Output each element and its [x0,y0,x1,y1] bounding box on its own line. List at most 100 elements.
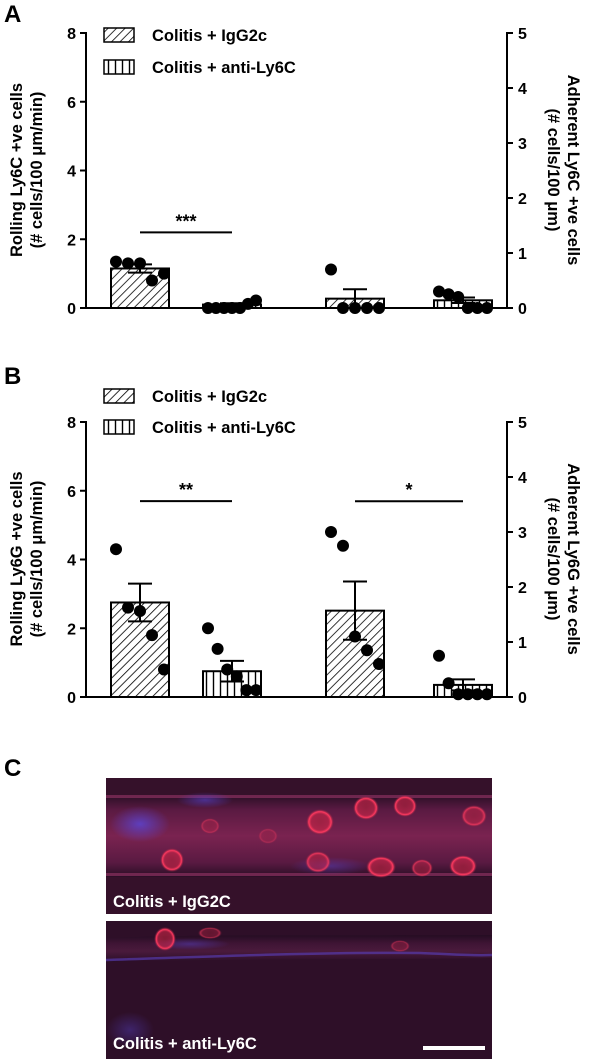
left-tick-label: 8 [67,415,76,432]
left-tick-label: 0 [67,301,76,318]
data-point [461,688,474,701]
data-point [325,526,337,538]
data-point [433,649,445,662]
data-point [452,291,465,303]
panel-label-a: A [4,1,21,28]
panel-label-b: B [4,363,21,390]
data-point [373,658,385,670]
data-point [471,688,484,701]
right-tick-label: 0 [518,301,527,318]
left-tick-label: 2 [67,621,76,638]
data-point [122,257,134,270]
right-axis-title-line1: Adherent Ly6G +ve cells [564,463,582,655]
legend-swatch-anti [103,419,135,435]
micrograph-caption-igg2c: Colitis + IgG2C [113,893,231,911]
right-axis-title-b: Adherent Ly6G +ve cells (# cells/100 μm) [544,463,582,655]
left-tick-label: 4 [67,553,76,570]
right-tick-label: 1 [518,635,527,652]
left-axis-title-a: Rolling Ly6C +ve cells (# cells/100 μm/m… [8,83,46,257]
left-axis-title-b: Rolling Ly6G +ve cells (# cells/100 μm/m… [8,472,46,647]
left-tick-label: 8 [67,26,76,43]
right-axis-title-line2: (# cells/100 μm) [544,109,562,232]
data-point [481,688,493,701]
significance-label: * [405,480,412,500]
micrograph-anti-ly6c: Colitis + anti-Ly6C [105,921,493,1059]
data-point [158,267,170,280]
panel-a: A Rolling Ly6C +ve cells (# cells/100 μm… [4,1,582,318]
data-point [146,274,158,287]
right-tick-label: 3 [518,525,527,542]
data-point [442,677,455,690]
right-tick-label: 5 [518,415,527,432]
data-point [134,257,146,270]
micrograph-igg2c: Colitis + IgG2C [106,778,492,914]
data-point [230,670,243,683]
panel-c: C Colitis + IgG2C [4,755,493,1059]
data-point [461,302,474,314]
data-point [361,302,373,314]
data-point [240,684,253,697]
left-axis-title-line1: Rolling Ly6C +ve cells [8,83,26,257]
legend-b: Colitis + IgG2c Colitis + anti-Ly6C [103,388,296,437]
data-point [349,630,361,643]
right-tick-label: 2 [518,191,527,208]
right-tick-label: 1 [518,246,527,263]
data-point [325,263,337,276]
data-point [337,539,349,552]
legend-swatch-igg [103,27,135,43]
data-point [452,688,465,701]
data-point [250,684,262,697]
scale-bar [423,1046,485,1050]
data-point [110,543,122,556]
data-point [433,285,445,298]
significance-label: ** [179,480,193,500]
data-point [481,302,493,314]
panel-b: B Rolling Ly6G +ve cells (# cells/100 μm… [4,363,582,707]
left-axis-title-line2: (# cells/100 μm/min) [28,481,46,638]
data-point [442,288,455,301]
legend-a: Colitis + IgG2c Colitis + anti-Ly6C [103,27,296,77]
right-axis-title-line1: Adherent Ly6C +ve cells [564,75,582,266]
right-tick-label: 2 [518,580,527,597]
left-tick-label: 4 [67,164,76,181]
legend-label-anti: Colitis + anti-Ly6C [152,419,296,437]
data-point [221,663,234,676]
right-tick-label: 4 [518,81,527,98]
data-point [110,255,122,268]
right-axis-title-a: Adherent Ly6C +ve cells (# cells/100 μm) [544,75,582,266]
left-axis-title-line1: Rolling Ly6G +ve cells [8,472,26,647]
data-point [202,622,214,635]
panel-label-c: C [4,755,21,782]
data-point [122,601,134,614]
data-point [250,294,262,307]
data-point [134,605,146,618]
data-point [337,302,349,314]
data-point [211,642,224,655]
data-point [361,644,373,657]
left-tick-label: 0 [67,690,76,707]
right-tick-label: 3 [518,136,527,153]
legend-swatch-igg [103,388,135,404]
right-tick-label: 4 [518,470,527,487]
data-point [471,302,484,314]
data-point [373,302,385,314]
left-tick-label: 6 [67,95,76,112]
left-tick-label: 2 [67,232,76,249]
left-axis-title-line2: (# cells/100 μm/min) [28,92,46,249]
legend-label-anti: Colitis + anti-Ly6C [152,59,296,77]
data-point [158,663,170,676]
significance-label: *** [175,211,196,231]
right-tick-label: 5 [518,26,527,43]
data-point [146,629,158,642]
legend-label-igg: Colitis + IgG2c [152,27,267,45]
micrograph-caption-anti-ly6c: Colitis + anti-Ly6C [113,1035,257,1053]
legend-swatch-anti [103,59,135,75]
data-point [349,302,361,314]
right-tick-label: 0 [518,690,527,707]
left-tick-label: 6 [67,484,76,501]
right-axis-title-line2: (# cells/100 μm) [544,498,562,621]
plot-a: 0 2 4 6 8 0 1 2 3 4 5 *** [67,26,527,318]
legend-label-igg: Colitis + IgG2c [152,388,267,406]
